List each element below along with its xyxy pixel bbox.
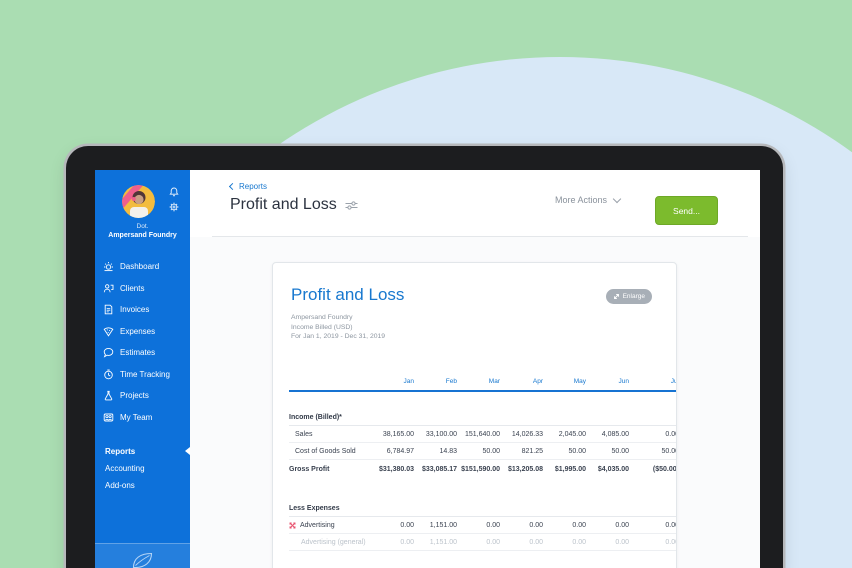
secondary-nav: Reports Accounting Add-ons <box>95 443 190 494</box>
month-col: Feb <box>445 377 457 385</box>
more-actions-label: More Actions <box>554 195 607 205</box>
topbar: Reports Profit and Loss More Actions Sen… <box>190 170 760 237</box>
sidebar-item-label: Expenses <box>120 326 156 336</box>
month-col: Mar <box>488 377 500 385</box>
sidebar-item-reports[interactable]: Reports <box>95 443 190 460</box>
sidebar-item-label: Reports <box>105 447 136 456</box>
more-actions-button[interactable]: More Actions <box>554 194 622 205</box>
profile-section: Dot. Ampersand Foundry <box>95 170 190 242</box>
estimates-icon <box>103 348 114 358</box>
sidebar-item-label: Add-ons <box>105 481 135 490</box>
month-col: May <box>573 377 586 385</box>
expand-category-icon <box>289 522 296 528</box>
main-area: Reports Profit and Loss More Actions Sen… <box>190 170 760 568</box>
laptop-mockup: Dot. Ampersand Foundry Dashboard Clients <box>66 146 783 568</box>
report-period: For Jan 1, 2019 - Dec 31, 2019 <box>291 333 386 340</box>
back-link-label: Reports <box>239 182 268 191</box>
sidebar-item-label: Clients <box>120 283 145 293</box>
sidebar-item-label: Estimates <box>120 348 156 358</box>
sidebar-item-label: Invoices <box>120 305 150 315</box>
sidebar-item-label: Dashboard <box>120 262 160 272</box>
month-col: Jul <box>670 377 676 385</box>
my-team-icon <box>103 413 114 422</box>
table-month-header-row: Jan Feb Mar Apr May Jun Jul <box>289 377 676 390</box>
report-card-header: Profit and Loss Ampersand Foundry Income… <box>273 263 676 342</box>
gear-icon[interactable] <box>169 199 179 212</box>
sidebar-item-expenses[interactable]: Expenses <box>95 321 190 343</box>
clients-icon <box>103 284 114 292</box>
report-meta: Ampersand Foundry Income Billed (USD) Fo… <box>291 313 652 342</box>
table-row-advertising-general: Advertising (general) 0.00 1,151.00 0.00… <box>289 534 676 551</box>
user-name: Dot. <box>136 223 149 230</box>
month-col: Jun <box>618 377 629 385</box>
page-title-row: Profit and Loss <box>230 196 358 214</box>
sidebar-item-accounting[interactable]: Accounting <box>95 460 190 477</box>
app-screen: Dot. Ampersand Foundry Dashboard Clients <box>95 170 760 568</box>
dashboard-icon <box>104 262 113 272</box>
expenses-section-header: Less Expenses <box>289 505 676 517</box>
chevron-down-icon <box>612 194 622 203</box>
enlarge-icon <box>613 294 619 299</box>
active-item-arrow <box>185 447 190 455</box>
back-link[interactable]: Reports <box>228 182 268 191</box>
sidebar-item-dashboard[interactable]: Dashboard <box>95 256 190 278</box>
sidebar-item-projects[interactable]: Projects <box>95 385 190 407</box>
report-title: Profit and Loss <box>291 285 405 304</box>
send-button[interactable]: Send... <box>655 196 718 225</box>
company-name: Ampersand Foundry <box>108 232 177 239</box>
month-col: Jan <box>403 377 414 385</box>
pnl-table: Jan Feb Mar Apr May Jun Jul Income (Bill… <box>273 377 677 551</box>
sidebar: Dot. Ampersand Foundry Dashboard Clients <box>95 170 190 568</box>
table-row-cogs: Cost of Goods Sold 6,784.97 14.83 50.00 … <box>289 443 676 460</box>
projects-icon <box>104 391 113 401</box>
primary-nav: Dashboard Clients Invoices Expenses <box>95 256 190 428</box>
freshbooks-leaf-icon <box>132 552 153 568</box>
table-row-gross-profit: Gross Profit $31,380.03 $33,085.17 $151,… <box>289 466 677 473</box>
report-basis: Income Billed (USD) <box>291 323 353 331</box>
report-card: Profit and Loss Ampersand Foundry Income… <box>272 262 677 568</box>
sidebar-item-clients[interactable]: Clients <box>95 278 190 300</box>
avatar-illustration <box>122 185 155 218</box>
report-company: Ampersand Foundry <box>291 314 353 321</box>
sidebar-item-my-team[interactable]: My Team <box>95 407 190 429</box>
month-col: Apr <box>532 377 543 385</box>
invoices-icon <box>104 305 113 315</box>
sidebar-item-invoices[interactable]: Invoices <box>95 299 190 321</box>
page-title: Profit and Loss <box>230 196 337 213</box>
sidebar-footer <box>95 543 190 568</box>
enlarge-label: Enlarge <box>622 293 645 300</box>
table-row-advertising: Advertising 0.00 1,151.00 0.00 0.00 0.00… <box>289 517 676 534</box>
time-tracking-icon <box>104 369 113 379</box>
table-row-sales: Sales 38,165.00 33,100.00 151,640.00 14,… <box>289 426 676 443</box>
bell-icon[interactable] <box>169 184 179 197</box>
sidebar-item-label: Accounting <box>105 464 145 473</box>
sidebar-item-label: My Team <box>120 412 153 422</box>
sidebar-item-add-ons[interactable]: Add-ons <box>95 477 190 494</box>
enlarge-button[interactable]: Enlarge <box>605 289 652 304</box>
filter-icon[interactable] <box>345 200 358 210</box>
chevron-left-icon <box>228 182 237 191</box>
expenses-icon <box>103 327 114 337</box>
sidebar-item-label: Time Tracking <box>120 369 170 379</box>
sidebar-item-estimates[interactable]: Estimates <box>95 342 190 364</box>
income-section-header: Income (Billed)* <box>289 414 676 426</box>
sidebar-item-label: Projects <box>120 391 149 401</box>
table-header-rule <box>289 389 676 392</box>
avatar[interactable] <box>122 185 155 218</box>
sidebar-item-time-tracking[interactable]: Time Tracking <box>95 364 190 386</box>
